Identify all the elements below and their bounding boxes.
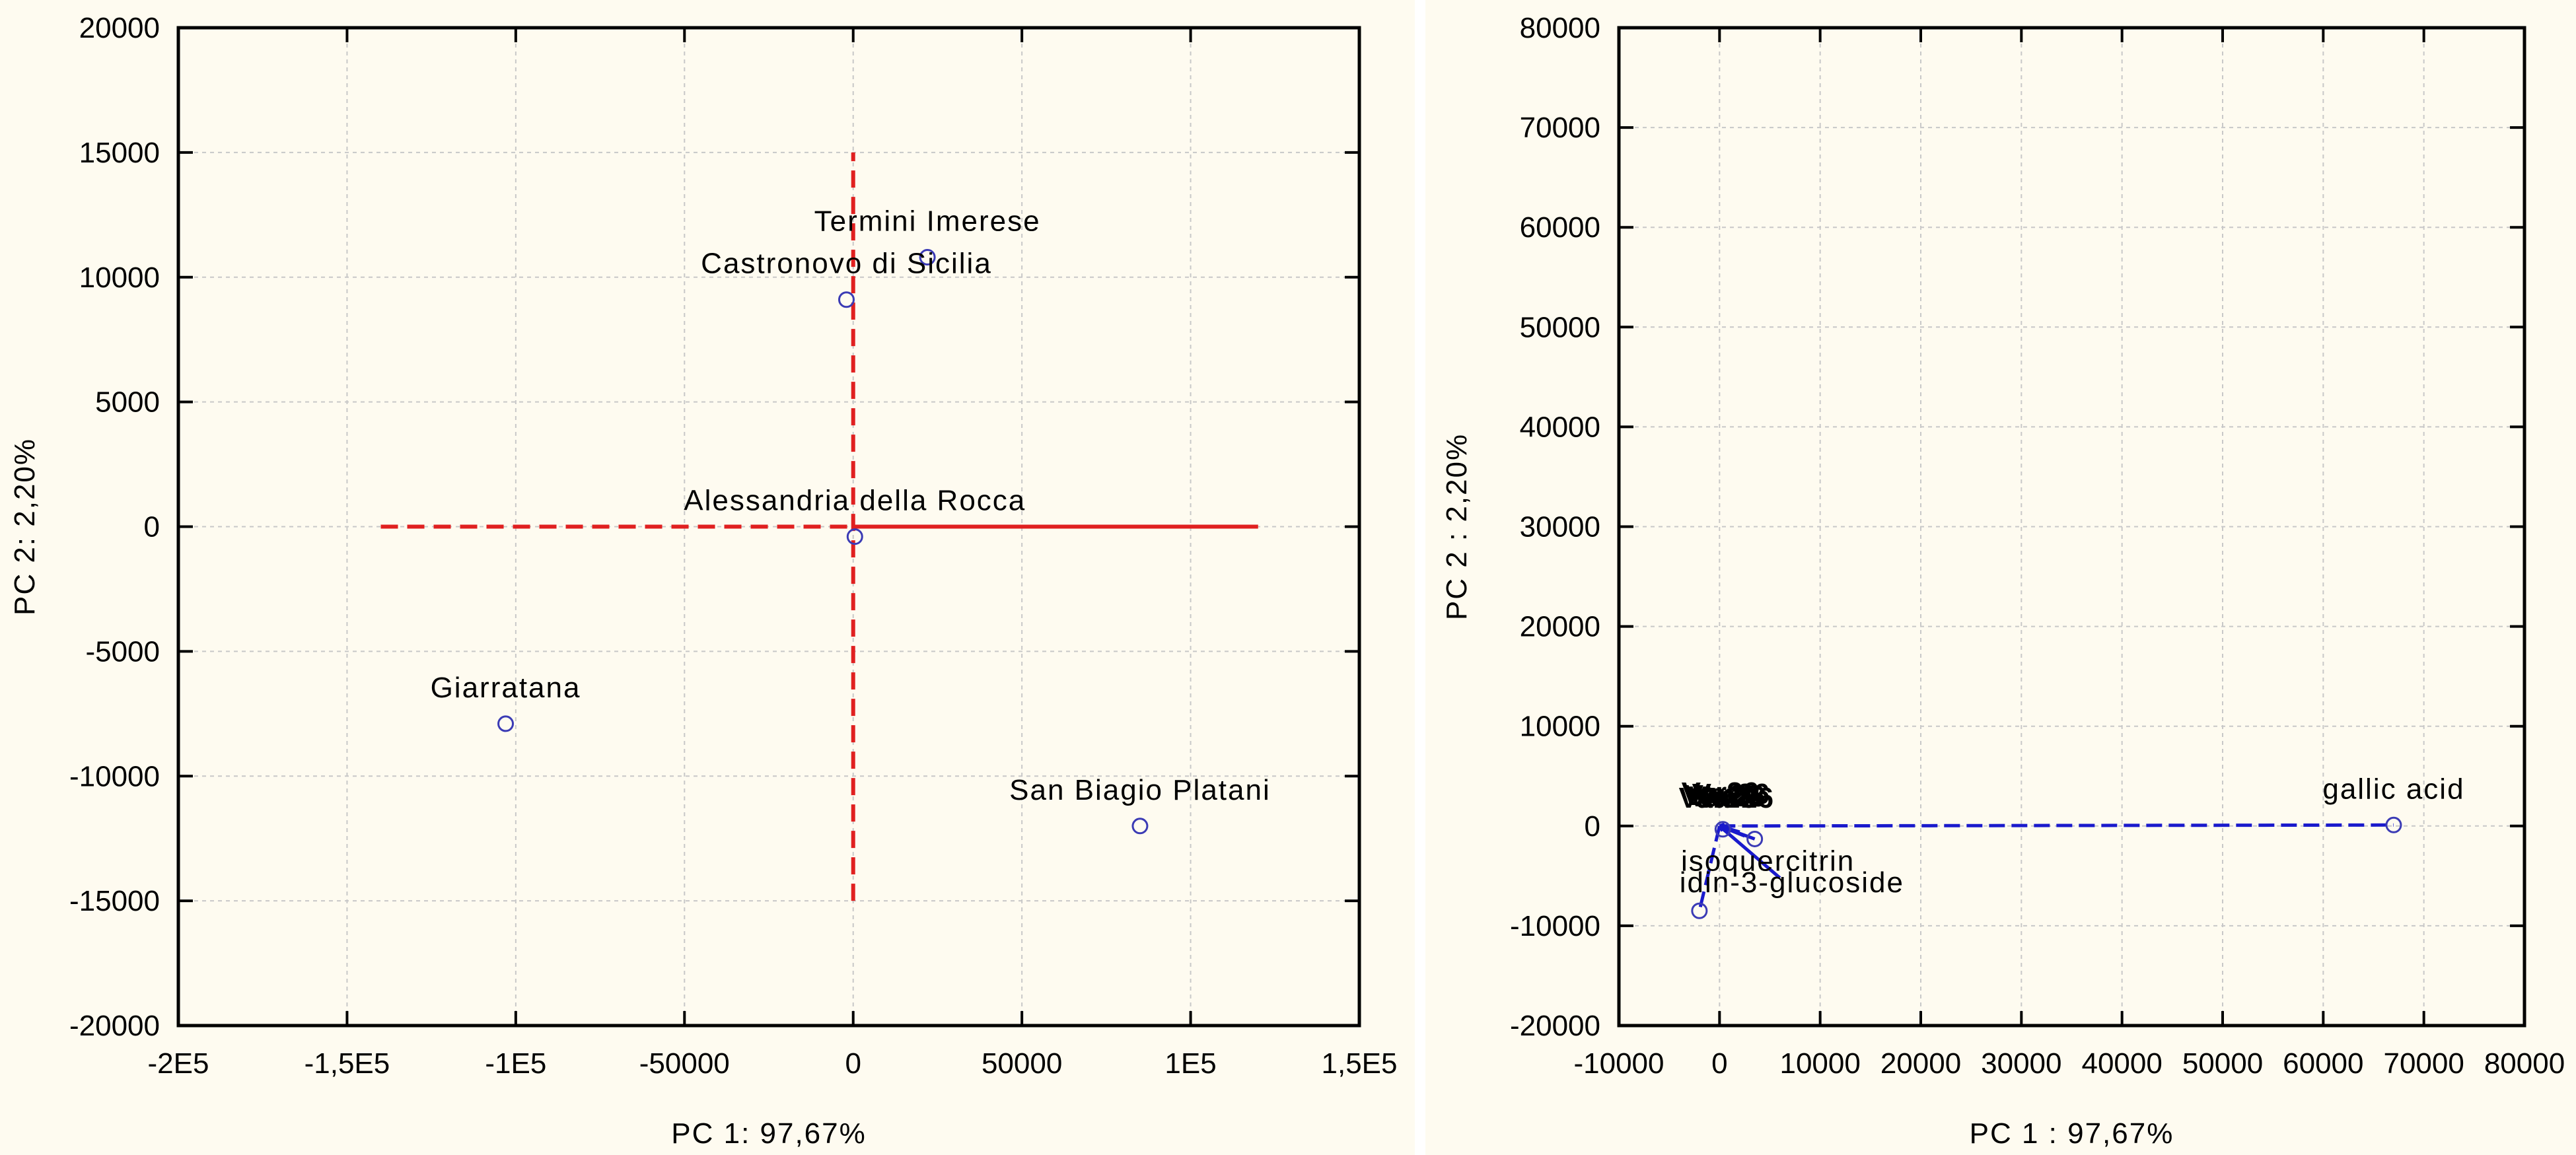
scores-x-tick-label: 1E5 bbox=[1164, 1047, 1216, 1080]
loadings-x-tick-label: 20000 bbox=[1880, 1047, 1961, 1080]
score-point bbox=[846, 528, 863, 545]
loadings-y-tick-label: 60000 bbox=[1520, 211, 1600, 244]
loadings-x-tick-label: 60000 bbox=[2283, 1047, 2363, 1080]
score-point-label: Termini Imerese bbox=[814, 205, 1041, 238]
loadings-x-tick-label: 30000 bbox=[1981, 1047, 2061, 1080]
loadings-x-tick-label: -10000 bbox=[1573, 1047, 1664, 1080]
loadings-y-tick-label: 0 bbox=[1585, 810, 1600, 843]
loading-vector bbox=[1719, 823, 2394, 828]
loadings-y-tick-label: 20000 bbox=[1520, 611, 1600, 643]
scores-x-tick-label: 0 bbox=[845, 1047, 861, 1080]
loading-point-label: idin-3-glucoside bbox=[1680, 866, 1904, 899]
scores-y-tick-label: 0 bbox=[144, 511, 160, 543]
loadings-x-tick-label: 40000 bbox=[2081, 1047, 2162, 1080]
loading-point-label: gallic acid bbox=[2322, 773, 2464, 805]
scores-x-tick-label: -50000 bbox=[639, 1047, 730, 1080]
score-point-label: Alessandria della Rocca bbox=[684, 485, 1026, 517]
scores-y-tick-label: 20000 bbox=[79, 12, 160, 44]
loading-vector bbox=[1719, 824, 1746, 838]
loading-point bbox=[1714, 821, 1731, 838]
overlapping-variable-label: Var26 bbox=[1696, 782, 1773, 814]
loadings-y-tick-label: 80000 bbox=[1520, 12, 1600, 44]
score-point bbox=[838, 291, 855, 308]
loadings-y-tick-label: 30000 bbox=[1520, 511, 1600, 543]
scores-y-tick-label: -15000 bbox=[69, 885, 160, 917]
scores-y-tick-label: -10000 bbox=[69, 760, 160, 792]
loadings-x-tick-label: 70000 bbox=[2383, 1047, 2464, 1080]
loadings-y-tick-label: -20000 bbox=[1510, 1010, 1600, 1042]
score-point bbox=[919, 249, 936, 266]
loadings-x-tick-label: 50000 bbox=[2182, 1047, 2263, 1080]
scores-plot-panel: -2E5 -1,5E5 -1E5 -50000 0 50000 1E5 1,5E5 -20000… bbox=[0, 0, 1415, 1155]
score-point-label: San Biagio Platani bbox=[1009, 774, 1271, 806]
loading-point bbox=[1691, 902, 1708, 919]
scores-y-tick-label: 15000 bbox=[79, 137, 160, 169]
overlapping-variable-label: Var26 bbox=[1692, 778, 1770, 810]
loading-point bbox=[2385, 816, 2402, 833]
scores-plot: -2E5 -1,5E5 -1E5 -50000 0 50000 1E5 1,5E5-20000… bbox=[9, 12, 1398, 1150]
scores-y-axis-label: PC 2: 2,20% bbox=[9, 438, 41, 615]
overlapping-variable-label: Var26 bbox=[1684, 779, 1762, 812]
overlapping-variable-label: Var26 bbox=[1679, 782, 1756, 814]
loadings-y-tick-label: 50000 bbox=[1520, 311, 1600, 343]
loadings-plot: -10000 0 10000 20000 30000 40000 50000 60000 700… bbox=[1441, 12, 2565, 1150]
loadings-x-tick-label: 10000 bbox=[1779, 1047, 1860, 1080]
scores-x-axis-label: PC 1: 97,67% bbox=[671, 1117, 867, 1150]
loadings-y-tick-label: 10000 bbox=[1520, 711, 1600, 743]
loadings-y-axis-label: PC 2 : 2,20% bbox=[1441, 433, 1473, 620]
overlapping-variable-label: Var26 bbox=[1682, 777, 1759, 809]
loading-vector bbox=[1698, 825, 1721, 911]
scores-x-tick-label: -1E5 bbox=[485, 1047, 546, 1080]
scores-x-tick-label: -2E5 bbox=[148, 1047, 209, 1080]
scores-y-tick-label: 10000 bbox=[79, 262, 160, 294]
overlapping-variable-label: Var26 bbox=[1688, 781, 1766, 813]
loadings-plot-panel: -10000 0 10000 20000 30000 40000 50000 60000 700… bbox=[1425, 0, 2576, 1155]
loadings-x-axis-label: PC 1 : 97,67% bbox=[1970, 1117, 2174, 1150]
loading-point bbox=[1746, 830, 1764, 847]
loadings-y-tick-label: -10000 bbox=[1510, 910, 1600, 942]
score-point bbox=[497, 715, 515, 732]
loading-point-label: isoquercitrin bbox=[1681, 845, 1855, 877]
score-point bbox=[1131, 818, 1149, 835]
loading-vector bbox=[1718, 824, 1781, 880]
scores-y-tick-label: 5000 bbox=[95, 386, 160, 419]
score-point-label: Castronovo di Sicilia bbox=[701, 248, 992, 280]
loadings-x-tick-label: 0 bbox=[1711, 1047, 1727, 1080]
loadings-y-tick-label: 70000 bbox=[1520, 112, 1600, 144]
scores-y-tick-label: -20000 bbox=[69, 1010, 160, 1042]
scores-y-tick-label: -5000 bbox=[85, 635, 160, 668]
loadings-y-tick-label: 40000 bbox=[1520, 411, 1600, 443]
scores-x-tick-label: 50000 bbox=[982, 1047, 1062, 1080]
loadings-x-tick-label: 80000 bbox=[2484, 1047, 2565, 1080]
scores-x-tick-label: 1,5E5 bbox=[1322, 1047, 1398, 1080]
score-point-label: Giarratana bbox=[431, 672, 581, 704]
scores-x-tick-label: -1,5E5 bbox=[304, 1047, 390, 1080]
